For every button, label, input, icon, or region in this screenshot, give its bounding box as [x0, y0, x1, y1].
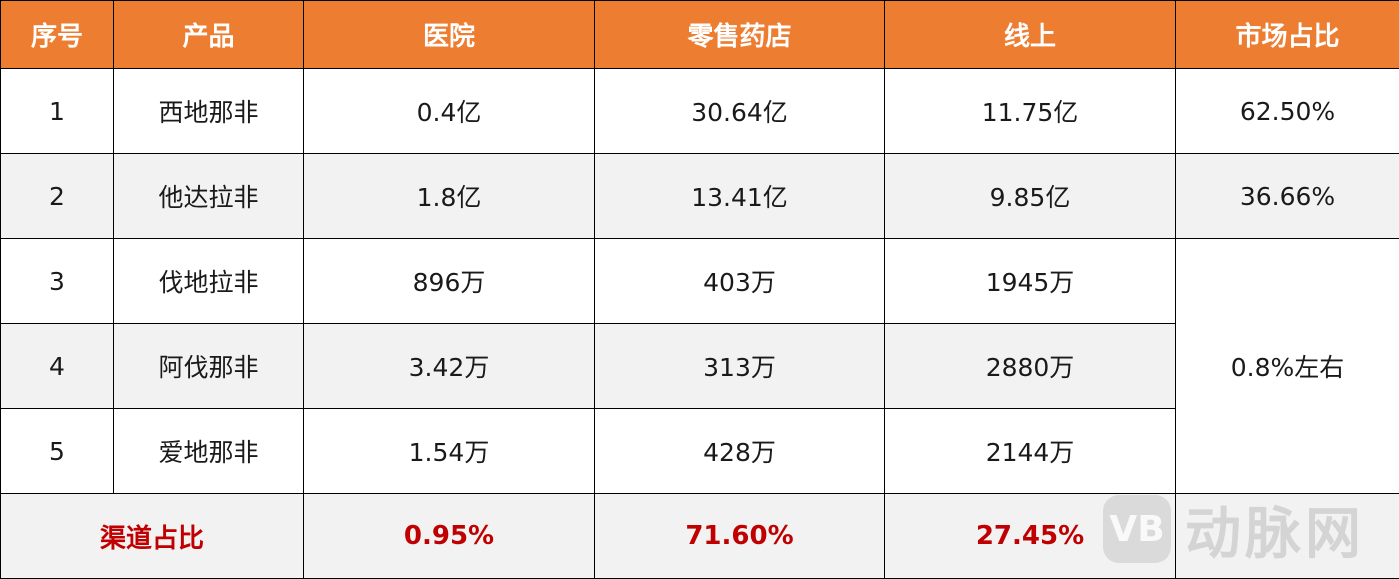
- header-share: 市场占比: [1175, 0, 1399, 69]
- header-index: 序号: [0, 0, 114, 69]
- total-label: 渠道占比: [0, 493, 304, 579]
- cell-online: 2880万: [884, 323, 1176, 409]
- cell-hospital: 896万: [303, 238, 595, 324]
- cell-hospital: 0.4亿: [303, 68, 595, 154]
- cell-hospital: 3.42万: [303, 323, 595, 409]
- cell-retail: 428万: [594, 408, 885, 494]
- header-online: 线上: [884, 0, 1176, 69]
- cell-share-merged: 0.8%左右: [1175, 238, 1399, 494]
- cell-share: 36.66%: [1175, 153, 1399, 239]
- cell-index: 5: [0, 408, 114, 494]
- table-row: 4 阿伐那非 3.42万 313万 2880万: [0, 323, 1399, 409]
- header-product: 产品: [113, 0, 304, 69]
- cell-index: 2: [0, 153, 114, 239]
- table-row: 5 爱地那非 1.54万 428万 2144万: [0, 408, 1399, 494]
- cell-retail: 13.41亿: [594, 153, 885, 239]
- total-retail: 71.60%: [594, 493, 885, 579]
- cell-retail: 30.64亿: [594, 68, 885, 154]
- total-empty: [1175, 493, 1399, 579]
- cell-index: 1: [0, 68, 114, 154]
- cell-share: 62.50%: [1175, 68, 1399, 154]
- total-row: 渠道占比 0.95% 71.60% 27.45%: [0, 493, 1399, 579]
- cell-online: 2144万: [884, 408, 1176, 494]
- cell-online: 11.75亿: [884, 68, 1176, 154]
- cell-hospital: 1.8亿: [303, 153, 595, 239]
- total-hospital: 0.95%: [303, 493, 595, 579]
- cell-retail: 403万: [594, 238, 885, 324]
- cell-index: 4: [0, 323, 114, 409]
- cell-online: 1945万: [884, 238, 1176, 324]
- cell-index: 3: [0, 238, 114, 324]
- table-row: 2 他达拉非 1.8亿 13.41亿 9.85亿 36.66%: [0, 153, 1399, 239]
- cell-product: 爱地那非: [113, 408, 304, 494]
- cell-product: 他达拉非: [113, 153, 304, 239]
- cell-online: 9.85亿: [884, 153, 1176, 239]
- cell-product: 西地那非: [113, 68, 304, 154]
- cell-product: 伐地拉非: [113, 238, 304, 324]
- cell-hospital: 1.54万: [303, 408, 595, 494]
- table-row: 3 伐地拉非 896万 403万 1945万 0.8%左右: [0, 238, 1399, 494]
- header-hospital: 医院: [303, 0, 595, 69]
- total-online: 27.45%: [884, 493, 1176, 579]
- table-row: 1 西地那非 0.4亿 30.64亿 11.75亿 62.50%: [0, 68, 1399, 154]
- cell-retail: 313万: [594, 323, 885, 409]
- header-row: 序号 产品 医院 零售药店 线上 市场占比: [0, 0, 1399, 69]
- cell-product: 阿伐那非: [113, 323, 304, 409]
- header-retail: 零售药店: [594, 0, 885, 69]
